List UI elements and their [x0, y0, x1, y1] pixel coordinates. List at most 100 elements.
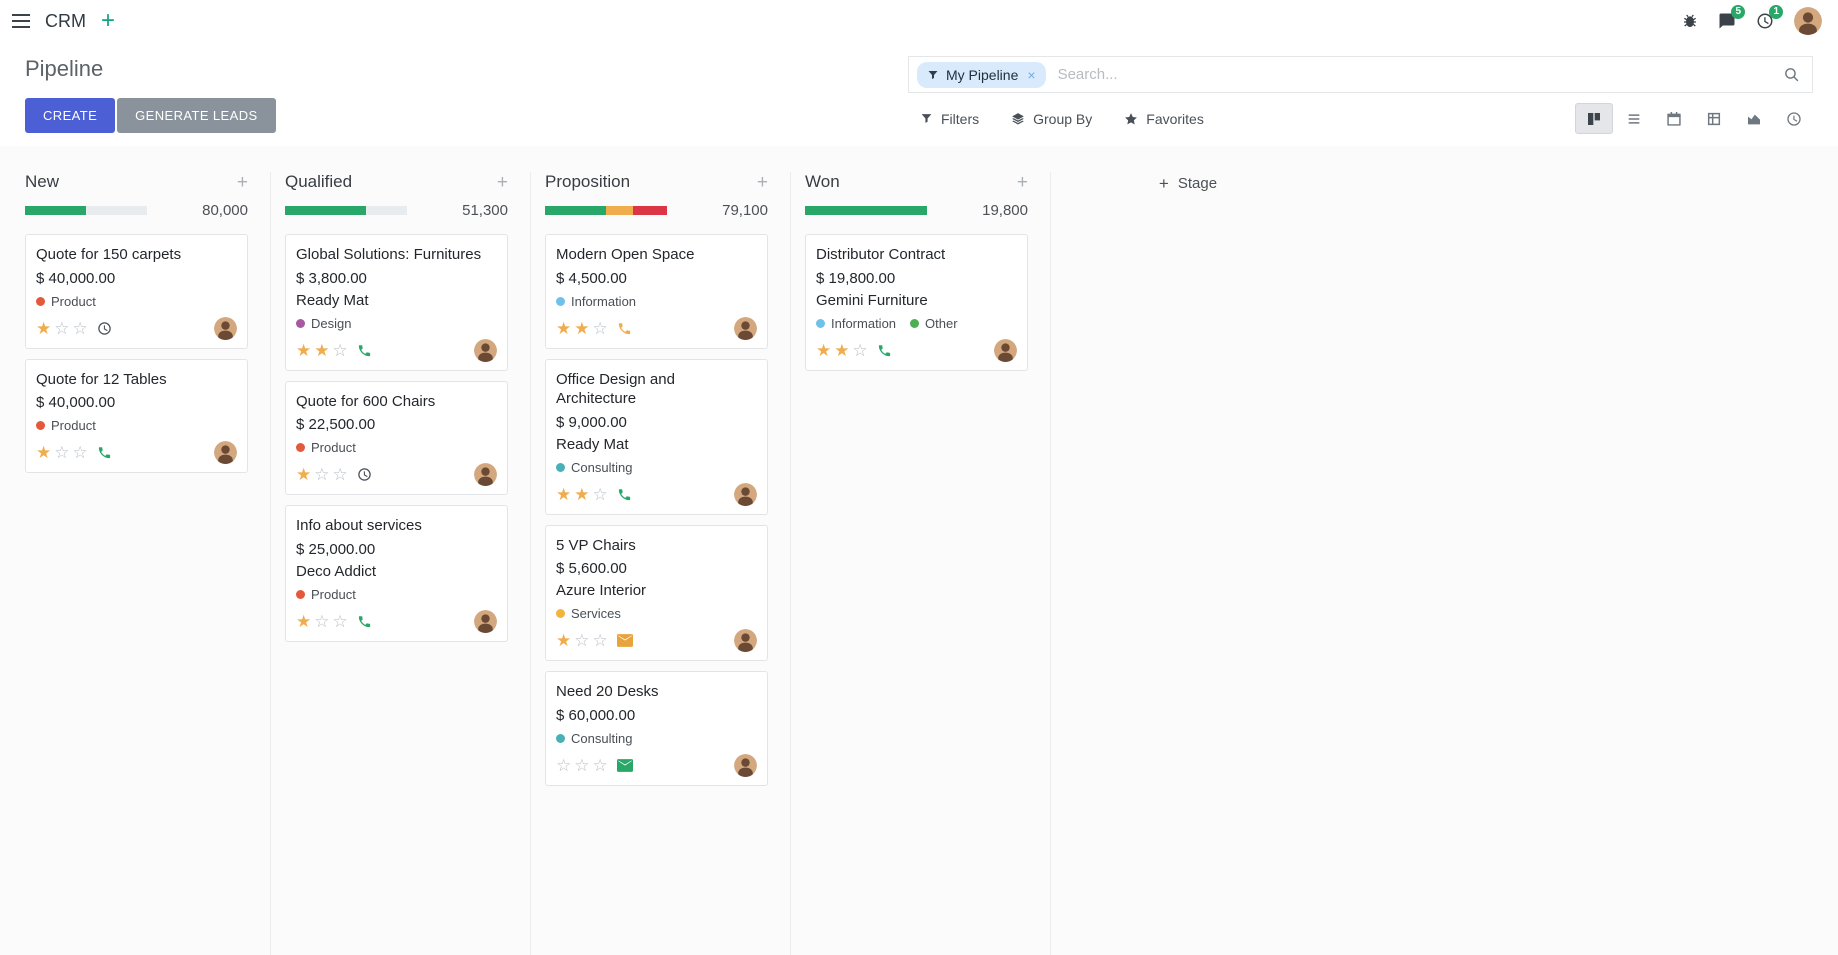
priority-star[interactable]: ☆	[54, 443, 70, 462]
navbar-left: CRM +	[12, 9, 115, 33]
column-title[interactable]: Qualified	[285, 172, 353, 191]
add-stage-button[interactable]: + Stage	[1159, 175, 1217, 192]
view-pivot-button[interactable]	[1695, 103, 1733, 134]
priority-star[interactable]: ☆	[592, 631, 608, 650]
progress-segment	[285, 206, 366, 215]
generate-leads-button[interactable]: GENERATE LEADS	[117, 98, 276, 133]
priority-star[interactable]: ☆	[72, 318, 88, 338]
kanban-card[interactable]: Info about services $ 25,000.00 Deco Addic…	[285, 505, 508, 642]
search-bar[interactable]: My Pipeline ×	[908, 56, 1813, 93]
view-kanban-button[interactable]	[1575, 103, 1613, 134]
favorites-menu[interactable]: Favorites	[1124, 111, 1204, 127]
column-title[interactable]: Proposition	[545, 172, 631, 191]
tag-color-dot	[556, 462, 565, 472]
activity-phone-icon[interactable]	[617, 487, 632, 502]
app-name[interactable]: CRM	[45, 10, 86, 31]
card-tag: Information	[556, 294, 636, 309]
column-progressbar[interactable]	[25, 206, 147, 215]
priority-star[interactable]: ★	[296, 611, 312, 631]
priority-star[interactable]: ☆	[332, 465, 348, 484]
priority-star[interactable]: ★	[36, 443, 52, 462]
kanban-card[interactable]: Quote for 150 carpets $ 40,000.00 Product ★…	[25, 234, 248, 349]
activities-menu-icon[interactable]: 1	[1756, 5, 1783, 30]
priority-star[interactable]: ☆	[72, 443, 88, 462]
activity-phone-icon[interactable]	[617, 321, 632, 336]
facet-remove-icon[interactable]: ×	[1027, 66, 1036, 83]
column-title[interactable]: Won	[805, 172, 840, 191]
kanban-card[interactable]: Global Solutions: Furnitures $ 3,800.00 Re…	[285, 234, 508, 371]
card-footer: ★ ☆ ☆	[296, 463, 497, 486]
tag-label: Product	[311, 586, 356, 602]
kanban-card[interactable]: Quote for 600 Chairs $ 22,500.00 Product ★ ☆…	[285, 380, 508, 495]
column-quick-add-icon[interactable]: +	[1016, 171, 1028, 193]
activity-clock-icon[interactable]	[97, 321, 112, 336]
kanban-card[interactable]: Modern Open Space $ 4,500.00 Information ★ ★…	[545, 234, 768, 349]
priority-star[interactable]: ★	[556, 631, 572, 650]
priority-star[interactable]: ★	[574, 318, 590, 338]
priority-star[interactable]: ☆	[574, 755, 590, 775]
priority-star[interactable]: ☆	[592, 484, 608, 504]
activity-phone-icon[interactable]	[357, 343, 372, 358]
user-avatar[interactable]	[1794, 7, 1822, 35]
kanban-card[interactable]: Distributor Contract $ 19,800.00 Gemini Fu…	[805, 234, 1028, 371]
column-header: Proposition +	[545, 172, 768, 192]
priority-star[interactable]: ☆	[574, 631, 590, 650]
kanban-card[interactable]: Office Design and Architecture $ 9,000.00…	[545, 358, 768, 515]
activity-clock-icon[interactable]	[357, 467, 372, 482]
card-tag: Design	[296, 316, 351, 331]
priority-star[interactable]: ★	[556, 484, 572, 504]
priority-star[interactable]: ☆	[314, 611, 330, 631]
priority-star[interactable]: ★	[36, 318, 52, 338]
priority-star[interactable]: ★	[556, 318, 572, 338]
apps-menu-icon[interactable]	[12, 14, 30, 28]
priority-star[interactable]: ☆	[332, 611, 348, 631]
priority-star[interactable]: ★	[296, 465, 312, 484]
activity-phone-icon[interactable]	[357, 614, 372, 629]
card-tag: Product	[296, 587, 356, 602]
search-icon[interactable]	[1783, 66, 1800, 83]
kanban-card[interactable]: 5 VP Chairs $ 5,600.00 Azure Interior Servi…	[545, 524, 768, 661]
priority-star[interactable]: ★	[816, 340, 832, 360]
card-partner: Azure Interior	[556, 582, 647, 599]
column-quick-add-icon[interactable]: +	[496, 171, 508, 193]
create-button[interactable]: CREATE	[25, 98, 116, 133]
group-by-menu[interactable]: Group By	[1011, 111, 1092, 127]
debug-bug-icon[interactable]	[1682, 13, 1698, 29]
view-calendar-button[interactable]	[1655, 103, 1693, 134]
priority-star[interactable]: ★	[574, 484, 590, 504]
priority-star[interactable]: ★	[296, 340, 312, 360]
column-quick-add-icon[interactable]: +	[756, 171, 768, 193]
column-progressbar[interactable]	[285, 206, 407, 215]
activity-phone-icon[interactable]	[877, 343, 892, 358]
filters-menu[interactable]: Filters	[920, 111, 979, 127]
priority-star[interactable]: ★	[834, 340, 850, 360]
view-activity-button[interactable]	[1775, 103, 1813, 134]
priority-star[interactable]: ☆	[332, 340, 348, 360]
view-list-button[interactable]	[1615, 103, 1653, 134]
search-input[interactable]	[1045, 66, 1783, 83]
filter-funnel-icon	[927, 69, 939, 81]
column-quick-add-icon[interactable]: +	[236, 171, 248, 193]
kanban-card[interactable]: Quote for 12 Tables $ 40,000.00 Product ★ ☆ ☆	[25, 358, 248, 473]
priority-star[interactable]: ☆	[314, 465, 330, 484]
priority-star[interactable]: ★	[314, 340, 330, 360]
card-footer: ★ ☆ ☆	[36, 441, 237, 464]
kanban-card[interactable]: Need 20 Desks $ 60,000.00 Consulting ☆ ☆ ☆	[545, 671, 768, 786]
search-facet[interactable]: My Pipeline ×	[917, 61, 1046, 88]
priority-star[interactable]: ☆	[592, 755, 608, 775]
activity-phone-icon[interactable]	[97, 445, 112, 460]
activity-envelope-icon[interactable]	[616, 634, 633, 647]
priority-star[interactable]: ☆	[54, 318, 70, 338]
activity-envelope-icon[interactable]	[616, 758, 633, 772]
messages-menu-icon[interactable]: 5	[1718, 5, 1745, 30]
priority-star[interactable]: ☆	[592, 318, 608, 338]
priority-star[interactable]: ☆	[852, 340, 868, 360]
quick-create-plus-icon[interactable]: +	[101, 7, 116, 34]
column-progressbar[interactable]	[545, 206, 667, 215]
column-title[interactable]: New	[25, 172, 60, 191]
card-amount: $ 5,600.00	[556, 560, 627, 577]
card-partner: Deco Addict	[296, 562, 377, 580]
priority-star[interactable]: ☆	[556, 755, 572, 775]
column-progressbar[interactable]	[805, 206, 927, 215]
view-graph-button[interactable]	[1735, 103, 1773, 134]
